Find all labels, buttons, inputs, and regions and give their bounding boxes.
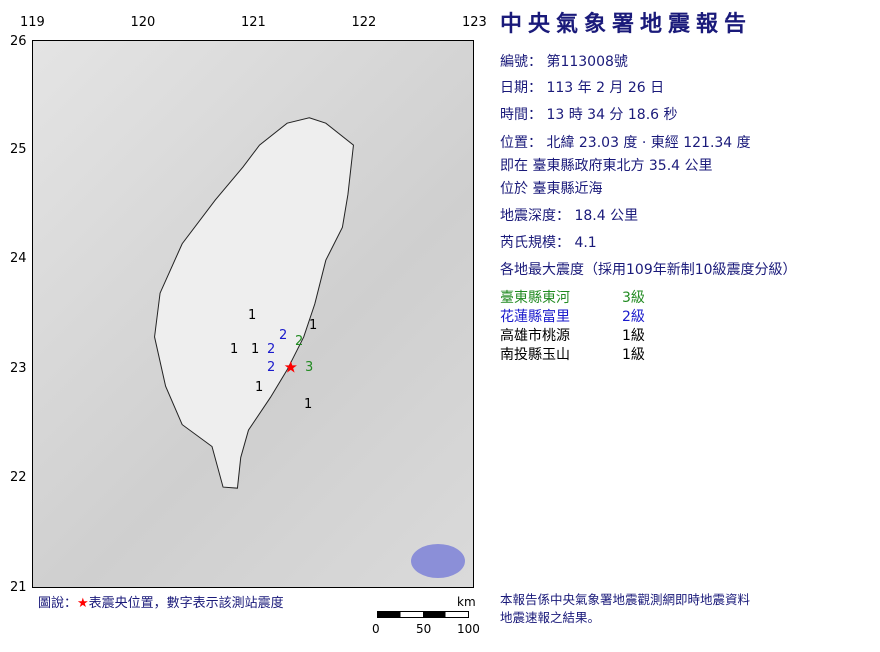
intensity-place: 花蓮縣富里 [500,309,570,325]
page-title: 中央氣象署地震報告 [500,12,753,37]
scale-label-50: 50 [416,622,432,636]
lat-tick: 25 [10,141,27,157]
lat-tick: 21 [10,580,27,595]
intensity-row: 高雄市桃源 1級 [500,328,645,344]
lon-tick: 120 [130,15,156,30]
lon-tick: 122 [351,15,377,30]
intensity-level: 1級 [622,347,645,363]
station-intensity: 2 [279,328,287,343]
report-position: 位置： 北緯 23.03 度 · 東經 121.34 度 [500,135,751,151]
station-intensity: 2 [295,334,303,349]
taiwan-coastline [154,117,354,489]
intensity-level: 3級 [622,290,645,306]
lon-tick: 121 [241,15,266,30]
intensity-row: 花蓮縣富里 2級 [500,309,645,325]
star-icon: ★ [77,596,89,611]
cwa-logo [411,544,465,578]
station-intensity: 1 [304,397,312,412]
lat-tick: 23 [10,360,27,376]
intensity-place: 高雄市桃源 [500,328,570,344]
intensity-header: 各地最大震度（採用109年新制10級震度分級） [500,262,797,278]
intensity-level: 1級 [622,328,645,344]
epicenter-star-icon: ★ [284,358,298,377]
intensity-place: 臺東縣東河 [500,290,570,306]
report-time: 時間： 13 時 34 分 18.6 秒 [500,107,678,123]
report-magnitude: 芮氏規模： 4.1 [500,235,597,251]
intensity-place: 南投縣玉山 [500,347,570,363]
station-intensity: 2 [267,360,275,375]
lat-tick: 22 [10,470,27,486]
intensity-row: 南投縣玉山 1級 [500,347,645,363]
scale-label-0: 0 [372,622,380,636]
lon-tick: 123 [462,15,487,30]
report-date: 日期： 113 年 2 月 26 日 [500,80,665,96]
station-intensity: 3 [305,360,313,375]
legend-prefix: 圖說： [38,596,78,611]
report-depth: 地震深度： 18.4 公里 [500,208,639,224]
map: 1 1 1 2 2 2 2 3 1 1 1 ★ [32,40,474,588]
lon-tick: 119 [20,15,45,30]
station-intensity: 1 [230,342,238,357]
legend: 圖說：★表震央位置，數字表示該測站震度 [38,596,284,612]
report-located: 位於 臺東縣近海 [500,181,603,197]
station-intensity: 1 [248,308,256,323]
scale-label-100: 100 [457,622,480,636]
footer-line-1: 本報告係中央氣象署地震觀測網即時地震資料 [500,592,751,607]
station-intensity: 2 [267,342,275,357]
intensity-row: 臺東縣東河 3級 [500,290,645,306]
scale-unit: km [457,595,476,609]
lat-tick: 26 [10,34,27,49]
report-number: 編號： 第113008號 [500,54,628,70]
footer-line-2: 地震速報之結果。 [500,610,601,625]
legend-text: 表震央位置，數字表示該測站震度 [88,596,284,611]
report-relative: 即在 臺東縣政府東北方 35.4 公里 [500,158,713,174]
station-intensity: 1 [309,318,317,333]
lat-tick: 24 [10,251,27,267]
station-intensity: 1 [255,380,263,395]
station-intensity: 1 [251,342,259,357]
scale-bar [377,611,469,618]
intensity-level: 2級 [622,309,645,325]
